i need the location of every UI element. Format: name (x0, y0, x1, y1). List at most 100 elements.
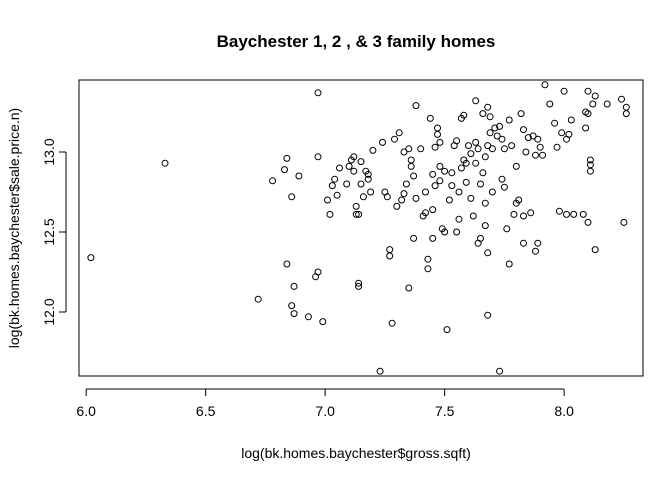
data-point (567, 116, 575, 124)
data-point (469, 212, 477, 220)
data-point (412, 102, 420, 110)
data-point (281, 166, 288, 174)
x-tick-label: 6.0 (76, 403, 96, 419)
data-point (448, 169, 456, 177)
data-point (436, 162, 444, 170)
data-point (515, 196, 523, 204)
data-point (400, 148, 408, 156)
data-point (391, 135, 398, 143)
data-point (481, 153, 489, 161)
data-point (400, 190, 408, 198)
data-point (558, 129, 566, 137)
data-point (388, 319, 396, 327)
data-point (505, 116, 513, 124)
data-point (532, 151, 539, 159)
data-point (441, 167, 449, 175)
data-point (508, 142, 516, 150)
data-point (527, 209, 535, 217)
data-point (283, 260, 291, 268)
data-point (488, 188, 496, 196)
data-point (553, 143, 561, 151)
data-point (402, 180, 410, 188)
data-point (586, 167, 594, 175)
data-point (460, 111, 468, 119)
data-point (443, 326, 451, 334)
data-point (455, 215, 463, 223)
data-point (472, 138, 480, 146)
data-point (359, 193, 367, 201)
data-point (467, 194, 475, 202)
data-point (620, 218, 628, 226)
data-point (429, 206, 437, 214)
data-point (269, 177, 277, 185)
data-point (295, 172, 303, 180)
data-point (584, 110, 592, 118)
data-point (379, 138, 386, 146)
data-point (345, 162, 353, 170)
data-point (455, 188, 463, 196)
data-point (570, 210, 578, 218)
data-point (579, 210, 587, 218)
data-point (357, 180, 365, 188)
data-point (503, 225, 511, 233)
data-point (328, 182, 336, 190)
data-point (161, 159, 169, 167)
data-point (493, 132, 501, 140)
x-axis: 6.0 6.5 7.0 7.5 8.0 (76, 388, 574, 419)
data-point (304, 313, 312, 321)
data-point (457, 164, 465, 172)
data-point (254, 295, 262, 303)
data-point (376, 367, 384, 375)
data-point (586, 156, 594, 164)
data-point (436, 177, 444, 185)
data-point (520, 212, 527, 220)
data-point (510, 210, 518, 218)
data-point (448, 182, 456, 190)
data-point (393, 202, 401, 210)
data-point (424, 265, 432, 273)
data-point (336, 164, 343, 172)
data-point (496, 122, 504, 130)
data-point (355, 282, 363, 290)
data-point (288, 302, 296, 310)
data-point (407, 156, 415, 164)
data-point (477, 180, 484, 188)
data-point (352, 210, 360, 218)
data-point (498, 175, 506, 183)
data-point (622, 103, 630, 111)
data-point (496, 367, 504, 375)
data-point (355, 210, 363, 218)
data-point (584, 87, 592, 95)
data-point (539, 151, 547, 159)
data-point (434, 130, 441, 138)
data-point (364, 175, 372, 183)
data-point (520, 126, 527, 134)
data-point (87, 254, 95, 262)
data-point (462, 178, 470, 186)
data-point (484, 249, 492, 257)
data-point (405, 145, 413, 153)
data-point (524, 134, 532, 142)
data-point (288, 193, 296, 201)
data-point (331, 175, 339, 183)
data-point (472, 159, 480, 167)
data-point (355, 279, 363, 287)
data-point (622, 110, 630, 118)
data-point (422, 188, 429, 196)
data-point (584, 218, 592, 226)
data-point (467, 150, 475, 158)
data-point (565, 130, 573, 138)
data-point (520, 239, 527, 247)
data-point (343, 180, 351, 188)
data-point (431, 143, 439, 151)
data-point (445, 196, 453, 204)
data-point (453, 228, 461, 236)
data-point (290, 282, 298, 290)
data-point (522, 148, 530, 156)
data-point (546, 100, 554, 108)
data-point (386, 246, 394, 254)
data-point (479, 169, 487, 177)
chart-title: Baychester 1, 2 , & 3 family homes (217, 32, 496, 51)
data-point (417, 145, 425, 153)
